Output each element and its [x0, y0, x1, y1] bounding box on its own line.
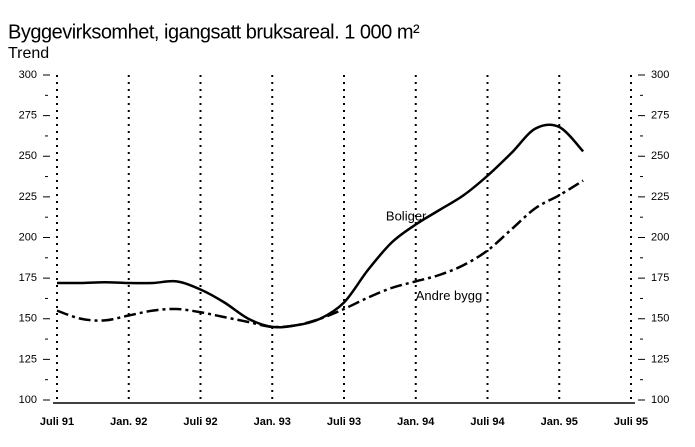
x-tick-label: Juli 95: [614, 416, 648, 428]
y-tick-label: 100: [19, 394, 37, 406]
y2-tick-label: 300: [651, 69, 669, 81]
y2-tick-label: 200: [651, 231, 669, 243]
y2-tick-label: 225: [651, 191, 669, 203]
x-tick-label: Jan. 94: [397, 416, 435, 428]
x-tick-label: Juli 94: [470, 416, 505, 428]
y2-tick-label: 100: [651, 394, 669, 406]
series-label: Andre bygg: [416, 288, 483, 303]
y2-tick-label: 275: [651, 110, 669, 122]
y-tick-label: 250: [19, 150, 37, 162]
y-tick-label: 225: [19, 191, 37, 203]
y2-tick-label: 175: [651, 272, 669, 284]
line-series: [56, 123, 585, 329]
y-tick-label: 275: [19, 110, 37, 122]
line-series: [56, 179, 584, 329]
y-tick-label: 200: [19, 231, 37, 243]
x-tick-label: Jan. 95: [541, 416, 578, 428]
x-tick-label: Juli 91: [40, 416, 74, 428]
x-tick-label: Jan. 92: [110, 416, 147, 428]
chart-title: Byggevirksomhet, igangsatt bruksareal. 1…: [8, 21, 420, 43]
x-tick-label: Jan. 93: [254, 416, 291, 428]
y-tick-label: 175: [19, 272, 37, 284]
y-tick-label: 150: [19, 313, 37, 325]
y2-tick-label: 150: [651, 313, 669, 325]
y2-tick-label: 250: [651, 150, 669, 162]
x-tick-label: Juli 92: [183, 416, 217, 428]
series-label: Boliger: [386, 208, 427, 223]
y-tick-label: 300: [19, 69, 37, 81]
y-tick-label: 125: [19, 353, 37, 365]
chart-subtitle: Trend: [8, 45, 49, 62]
x-tick-label: Juli 93: [327, 416, 361, 428]
y2-tick-label: 125: [651, 353, 669, 365]
